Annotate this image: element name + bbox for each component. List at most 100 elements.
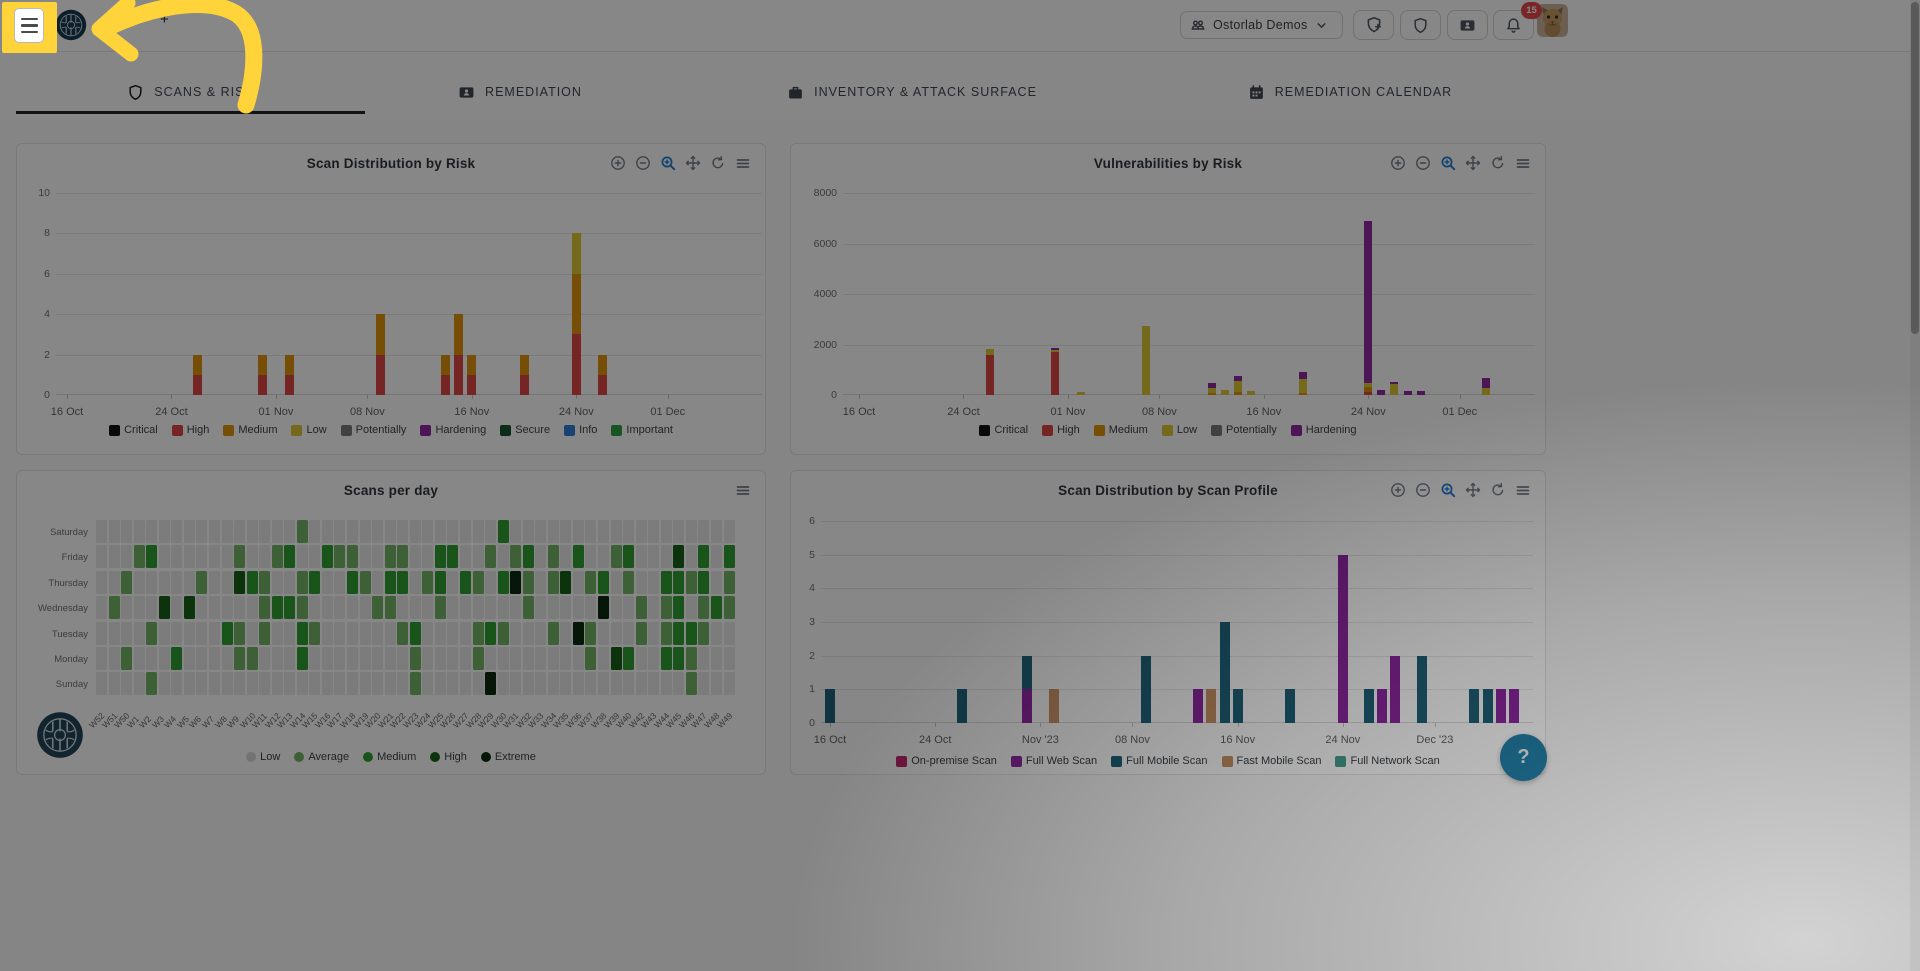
heatmap-cell[interactable]: [422, 545, 434, 569]
heatmap-cell[interactable]: [146, 570, 158, 594]
heatmap-cell[interactable]: [660, 621, 672, 645]
heatmap-cell[interactable]: [208, 520, 220, 543]
selection-zoom-icon[interactable]: [1440, 482, 1456, 498]
heatmap-cell[interactable]: [347, 621, 358, 645]
heatmap-cell[interactable]: [196, 647, 208, 670]
heatmap-cell[interactable]: [96, 647, 107, 670]
legend-item[interactable]: Full Web Scan: [1010, 755, 1097, 767]
heatmap-cell[interactable]: [146, 596, 158, 620]
heatmap-cell[interactable]: [660, 647, 672, 670]
tab-remediation-calendar[interactable]: REMEDIATION CALENDAR: [1212, 70, 1488, 114]
heatmap-cell[interactable]: [497, 647, 509, 670]
heatmap-cell[interactable]: [472, 621, 484, 645]
heatmap-cell[interactable]: [547, 570, 559, 594]
heatmap-cell[interactable]: [547, 672, 559, 696]
heatmap-cell[interactable]: [648, 545, 660, 569]
heatmap-cell[interactable]: [321, 672, 333, 696]
legend-item[interactable]: Medium: [363, 751, 416, 763]
heatmap-cell[interactable]: [572, 672, 584, 696]
heatmap-cell[interactable]: [246, 647, 258, 670]
heatmap-cell[interactable]: [434, 672, 446, 696]
heatmap-cell[interactable]: [497, 596, 509, 620]
heatmap-cell[interactable]: [447, 647, 459, 670]
heatmap-cell[interactable]: [158, 621, 170, 645]
heatmap-cell[interactable]: [447, 570, 459, 594]
legend-item[interactable]: Medium: [223, 424, 277, 436]
heatmap-cell[interactable]: [196, 570, 208, 594]
heatmap-cell[interactable]: [133, 672, 145, 696]
heatmap-cell[interactable]: [422, 647, 434, 670]
heatmap-cell[interactable]: [685, 621, 697, 645]
heatmap-cell[interactable]: [472, 520, 484, 543]
heatmap-cell[interactable]: [572, 520, 584, 543]
heatmap-cell[interactable]: [510, 520, 522, 543]
heatmap-cell[interactable]: [409, 570, 421, 594]
heatmap-cell[interactable]: [108, 672, 120, 696]
heatmap-cell[interactable]: [259, 672, 271, 696]
heatmap-cell[interactable]: [673, 520, 685, 543]
heatmap-cell[interactable]: [572, 545, 584, 569]
heatmap-cell[interactable]: [510, 647, 522, 670]
heatmap-cell[interactable]: [259, 596, 271, 620]
heatmap-cell[interactable]: [572, 647, 584, 670]
heatmap-cell[interactable]: [660, 672, 672, 696]
heatmap-cell[interactable]: [598, 647, 609, 670]
bar-07-dec[interactable]: [1508, 689, 1519, 723]
heatmap-cell[interactable]: [397, 570, 409, 594]
heatmap-cell[interactable]: [347, 545, 358, 569]
heatmap-cell[interactable]: [673, 570, 685, 594]
heatmap-cell[interactable]: [96, 621, 107, 645]
heatmap-cell[interactable]: [183, 672, 195, 696]
heatmap-cell[interactable]: [560, 520, 572, 543]
legend-item[interactable]: High: [430, 751, 467, 763]
heatmap-cell[interactable]: [171, 520, 183, 543]
reset-icon[interactable]: [1490, 155, 1506, 171]
pan-icon[interactable]: [1465, 155, 1481, 171]
heatmap-cell[interactable]: [296, 621, 308, 645]
heatmap-cell[interactable]: [271, 647, 283, 670]
legend-item[interactable]: Hardening: [420, 424, 486, 436]
heatmap-cell[interactable]: [359, 621, 371, 645]
heatmap-cell[interactable]: [710, 570, 722, 594]
heatmap-cell[interactable]: [359, 596, 371, 620]
heatmap-cell[interactable]: [221, 647, 233, 670]
scrollbar-track[interactable]: [1910, 0, 1920, 971]
heatmap-cell[interactable]: [146, 672, 158, 696]
heatmap-cell[interactable]: [372, 672, 384, 696]
heatmap-cell[interactable]: [610, 520, 622, 543]
zoom-out-icon[interactable]: [1415, 482, 1431, 498]
bar-12-nov[interactable]: [1207, 383, 1216, 395]
heatmap-cell[interactable]: [723, 545, 735, 569]
heatmap-cell[interactable]: [648, 570, 660, 594]
heatmap-cell[interactable]: [522, 570, 534, 594]
heatmap-cell[interactable]: [309, 647, 321, 670]
heatmap-cell[interactable]: [296, 596, 308, 620]
tab-remediation[interactable]: REMEDIATION: [420, 70, 620, 114]
heatmap-cell[interactable]: [623, 621, 635, 645]
new-scan-button[interactable]: [1353, 10, 1394, 40]
heatmap-cell[interactable]: [284, 545, 296, 569]
heatmap-cell[interactable]: [121, 596, 133, 620]
heatmap-cell[interactable]: [710, 647, 722, 670]
heatmap-cell[interactable]: [522, 672, 534, 696]
heatmap-cell[interactable]: [397, 596, 409, 620]
heatmap-cell[interactable]: [271, 596, 283, 620]
heatmap-cell[interactable]: [334, 596, 346, 620]
heatmap-cell[interactable]: [284, 621, 296, 645]
bar-04-dec[interactable]: [1469, 689, 1480, 723]
heatmap-cell[interactable]: [384, 672, 396, 696]
heatmap-cell[interactable]: [698, 520, 710, 543]
bar-25-nov[interactable]: [1377, 389, 1386, 395]
heatmap-cell[interactable]: [723, 520, 735, 543]
heatmap-cell[interactable]: [196, 545, 208, 569]
heatmap-cell[interactable]: [133, 647, 145, 670]
bar-27-nov[interactable]: [1377, 689, 1388, 723]
heatmap-cell[interactable]: [710, 545, 722, 569]
heatmap-cell[interactable]: [409, 621, 421, 645]
help-button[interactable]: ?: [1500, 734, 1547, 781]
bar-28-nov[interactable]: [1416, 391, 1425, 395]
heatmap-cell[interactable]: [321, 570, 333, 594]
heatmap-cell[interactable]: [334, 672, 346, 696]
pan-icon[interactable]: [685, 155, 701, 171]
heatmap-cell[interactable]: [384, 596, 396, 620]
